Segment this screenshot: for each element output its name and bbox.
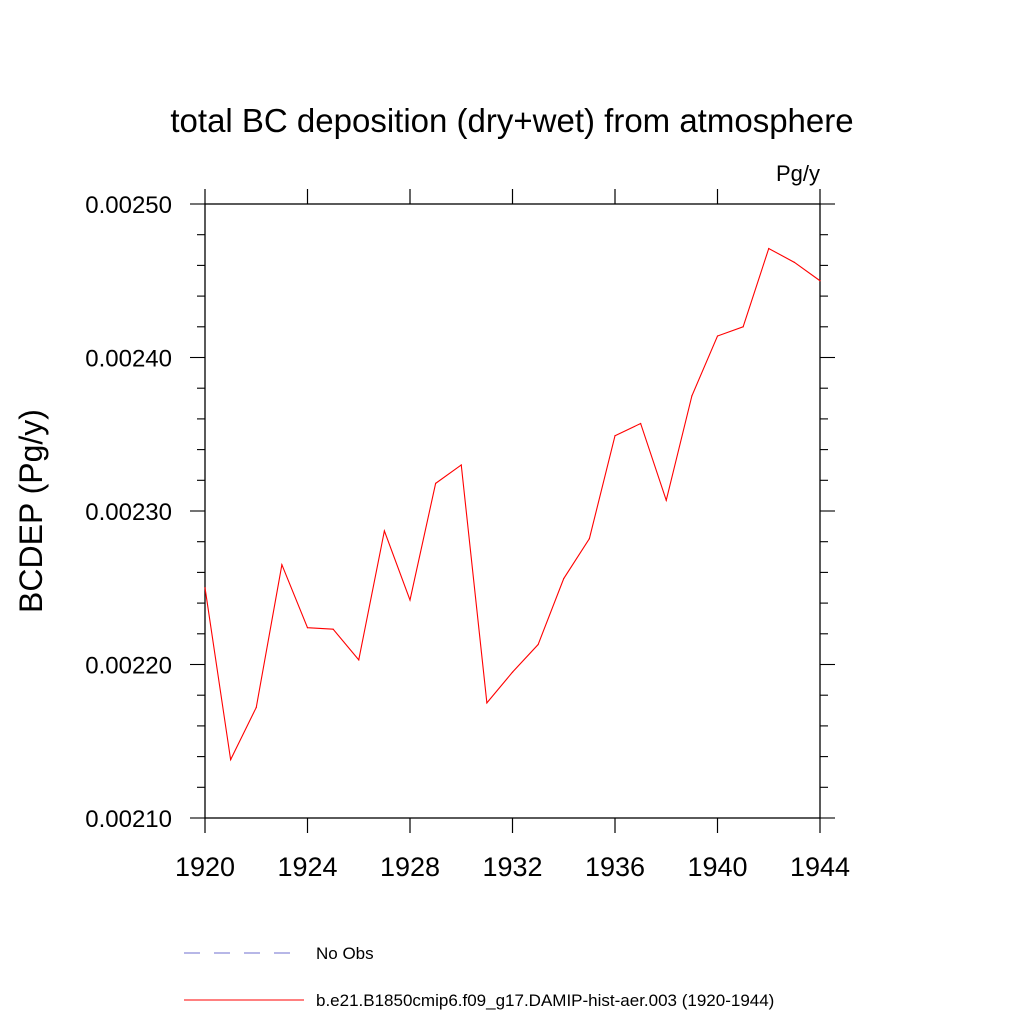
legend-label: No Obs <box>316 944 374 963</box>
data-point <box>383 530 385 532</box>
x-tick-label: 1944 <box>790 852 850 882</box>
data-point <box>511 671 514 673</box>
data-point <box>640 422 642 425</box>
data-point <box>306 627 309 629</box>
data-point <box>255 706 257 709</box>
data-point <box>819 280 821 282</box>
chart-title: total BC deposition (dry+wet) from atmos… <box>170 102 853 139</box>
data-point <box>435 482 437 484</box>
x-tick-label: 1920 <box>175 852 235 882</box>
series-line <box>204 247 821 762</box>
units-label: Pg/y <box>776 161 820 186</box>
y-tick-label: 0.00210 <box>85 806 172 833</box>
data-point <box>409 599 411 601</box>
x-tick-label: 1928 <box>380 852 440 882</box>
data-point <box>691 395 693 397</box>
data-point <box>768 247 770 250</box>
data-point <box>563 577 565 580</box>
data-point <box>537 643 539 646</box>
data-point <box>716 335 719 337</box>
data-point <box>742 326 744 328</box>
y-tick-label: 0.00220 <box>85 653 172 680</box>
x-tick-label: 1932 <box>482 852 542 882</box>
series-layer <box>204 247 821 762</box>
data-point <box>230 759 232 761</box>
x-axis: 1920 1924 1928 1932 1936 1940 1944 <box>175 189 850 882</box>
data-point <box>281 564 283 566</box>
data-point <box>332 628 334 630</box>
legend: No Obs b.e21.B1850cmip6.f09_g17.DAMIP-his… <box>184 944 774 1010</box>
x-tick-label: 1924 <box>277 852 337 882</box>
data-point <box>793 261 795 263</box>
y-tick-label: 0.00240 <box>85 346 172 373</box>
data-point <box>460 464 462 466</box>
data-point <box>588 538 590 540</box>
x-tick-label: 1936 <box>585 852 645 882</box>
data-point <box>204 587 206 589</box>
data-point <box>614 435 616 437</box>
data-point <box>665 499 667 501</box>
plot-frame <box>204 203 821 819</box>
data-point <box>358 659 360 661</box>
y-axis: 0.00210 0.00220 0.00230 0.00240 0.00250 <box>85 192 835 833</box>
legend-label: b.e21.B1850cmip6.f09_g17.DAMIP-hist-aer.… <box>316 991 774 1010</box>
y-tick-label: 0.00250 <box>85 192 172 219</box>
x-tick-label: 1940 <box>687 852 747 882</box>
y-tick-label: 0.00230 <box>85 499 172 526</box>
y-axis-label: BCDEP (Pg/y) <box>13 409 49 613</box>
data-point <box>486 702 488 704</box>
